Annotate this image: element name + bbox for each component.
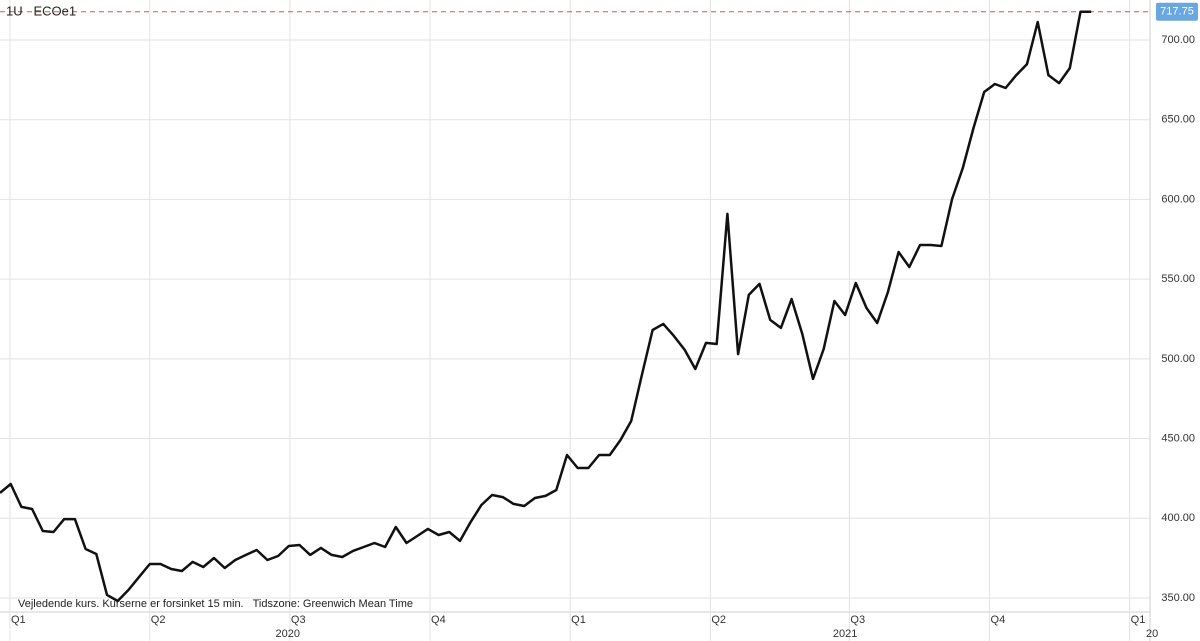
year-label: 2021 (833, 628, 857, 640)
x-tick-label: Q3 (291, 614, 306, 626)
y-tick-label: 500.00 (1161, 353, 1195, 365)
marks-layer (0, 10, 1092, 603)
y-tick-label: 450.00 (1161, 432, 1195, 444)
y-tick-label: 400.00 (1161, 512, 1195, 524)
y-tick-label: 650.00 (1161, 114, 1195, 126)
x-tick-label: Q1 (11, 614, 26, 626)
last-price-box (1156, 2, 1198, 21)
year-label: 20 (1146, 628, 1158, 640)
x-tick-label: Q1 (1131, 614, 1146, 626)
year-label: 2020 (276, 628, 300, 640)
x-tick-label: Q4 (991, 614, 1006, 626)
x-tick-label: Q3 (850, 614, 865, 626)
y-tick-label: 600.00 (1161, 193, 1195, 205)
footnote: Vejledende kurs. Kurserne er forsinket 1… (18, 598, 413, 610)
last-price-label: 717.75 (1160, 6, 1194, 18)
x-tick-label: Q4 (431, 614, 446, 626)
chart-title: 1U ECOe1 (6, 3, 76, 18)
y-tick-label: 350.00 (1161, 592, 1195, 604)
x-tick-label: Q2 (711, 614, 726, 626)
grid-layer (0, 0, 1150, 641)
x-tick-label: Q2 (151, 614, 166, 626)
y-tick-label: 700.00 (1161, 34, 1195, 46)
x-tick-label: Q1 (571, 614, 586, 626)
price-line (0, 10, 1092, 603)
y-tick-label: 550.00 (1161, 273, 1195, 285)
